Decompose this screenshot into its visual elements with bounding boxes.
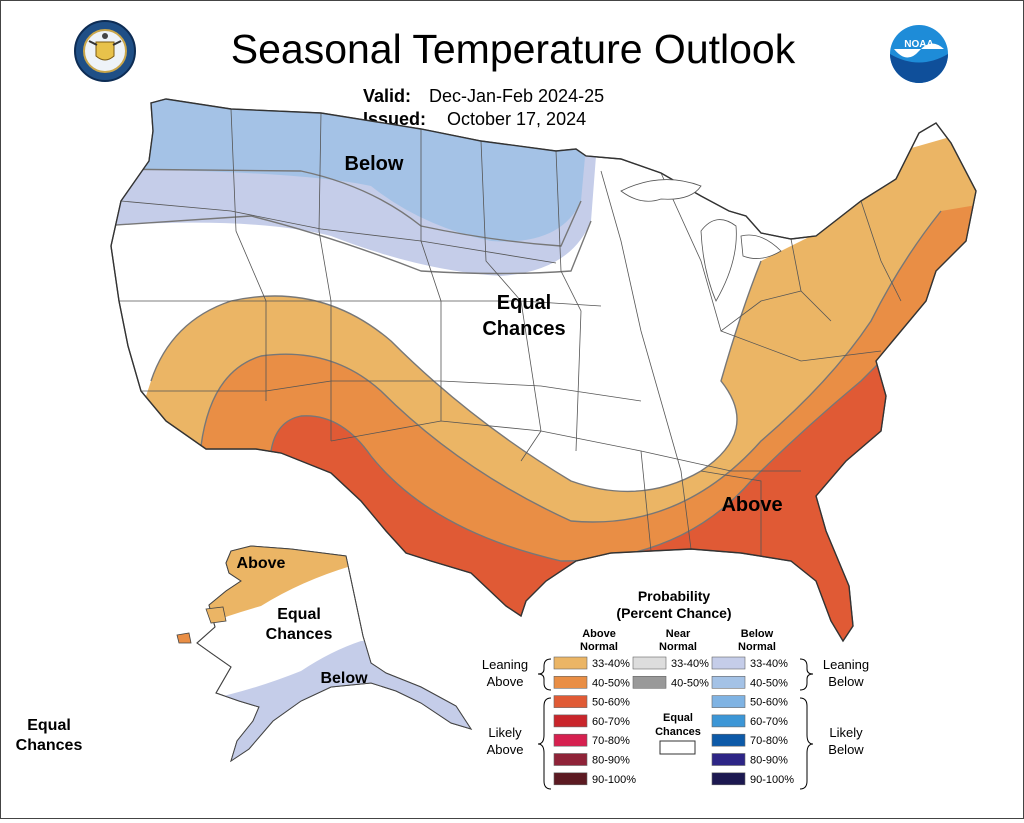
great-lakes	[620, 179, 782, 302]
legend-swatch-below-80-90	[711, 753, 746, 766]
label-chances-alaska: Chances	[266, 626, 333, 643]
legend-equal-2: Chances	[655, 726, 701, 738]
legend-label-near-33-40: 33-40%	[671, 658, 709, 670]
legend-swatch-below-33-40	[711, 656, 746, 670]
legend-swatch-below-50-60	[711, 695, 746, 708]
label-chances-hawaii: Chances	[16, 737, 83, 754]
legend-swatch-above-80-90	[553, 753, 588, 766]
ak-above-region	[201, 546, 351, 626]
legend-swatch-above-90-100	[553, 772, 588, 786]
noaa-logo-icon: NOAA	[890, 25, 948, 83]
legend-label-below-80-90: 80-90%	[750, 755, 788, 767]
legend-equal-1: Equal	[663, 712, 693, 724]
legend-equal-swatch	[659, 740, 696, 755]
legend-below-column: 33-40% 40-50% 50-60% 60-70% 70-80% 80-90% 90-1…	[711, 656, 794, 786]
legend-swatch-above-60-70	[553, 714, 588, 728]
legend-col-near-1: Near	[666, 628, 691, 640]
legend-swatch-below-90-100	[711, 772, 746, 786]
legend-col-near-2: Normal	[659, 641, 697, 653]
label-below-alaska: Below	[320, 670, 368, 687]
legend-col-above-2: Normal	[580, 641, 618, 653]
label-below-conus: Below	[345, 153, 404, 175]
legend-label-above-80-90: 80-90%	[592, 755, 630, 767]
alaska-map	[176, 545, 473, 763]
legend-swatch-above-50-60	[553, 695, 588, 708]
probability-legend: Probability (Percent Chance) Above Norma…	[482, 588, 869, 790]
legend-label-below-70-80: 70-80%	[750, 735, 788, 747]
legend-col-below-1: Below	[741, 628, 774, 640]
legend-col-below-2: Normal	[738, 641, 776, 653]
valid-value: Dec-Jan-Feb 2024-25	[429, 86, 604, 106]
legend-swatch-near-33-40	[632, 656, 667, 670]
legend-above-column: 33-40% 40-50% 50-60% 60-70% 70-80% 80-90% 90-1…	[553, 656, 636, 786]
legend-swatch-below-40-50	[711, 675, 746, 689]
legend-swatch-above-70-80	[553, 733, 588, 747]
legend-near-column: 33-40% 40-50%	[632, 656, 709, 689]
commerce-seal-icon	[74, 20, 136, 82]
legend-likely-below-2: Below	[828, 742, 864, 757]
legend-label-below-90-100: 90-100%	[750, 774, 794, 786]
legend-label-below-33-40: 33-40%	[750, 658, 788, 670]
legend-leaning-above-1: Leaning	[482, 657, 528, 672]
legend-label-above-60-70: 60-70%	[592, 716, 630, 728]
legend-swatch-below-70-80	[711, 733, 746, 747]
legend-label-above-90-100: 90-100%	[592, 774, 636, 786]
legend-leaning-below-2: Below	[828, 674, 864, 689]
legend-swatch-above-40-50	[553, 675, 588, 689]
label-equal-hawaii: Equal	[27, 717, 71, 734]
legend-label-above-50-60: 50-60%	[592, 697, 630, 709]
legend-title-1: Probability	[638, 588, 711, 604]
label-above-alaska: Above	[237, 555, 286, 572]
label-chances-conus: Chances	[482, 318, 565, 340]
legend-likely-below-1: Likely	[829, 725, 863, 740]
map-title: Seasonal Temperature Outlook	[231, 26, 796, 72]
label-equal-conus: Equal	[497, 292, 551, 314]
noaa-logo-text: NOAA	[904, 39, 933, 50]
legend-label-near-40-50: 40-50%	[671, 677, 709, 689]
legend-col-above-1: Above	[582, 628, 616, 640]
issued-value: October 17, 2024	[447, 109, 586, 129]
legend-label-above-40-50: 40-50%	[592, 677, 630, 689]
legend-leaning-below-1: Leaning	[823, 657, 869, 672]
legend-swatch-near-40-50	[632, 675, 667, 689]
valid-label: Valid:	[363, 86, 411, 106]
legend-title-2: (Percent Chance)	[616, 605, 731, 621]
legend-label-above-33-40: 33-40%	[592, 658, 630, 670]
legend-swatch-above-33-40	[553, 656, 588, 670]
legend-label-below-40-50: 40-50%	[750, 677, 788, 689]
legend-likely-above-1: Likely	[488, 725, 522, 740]
legend-swatch-below-60-70	[711, 714, 746, 728]
legend-label-above-70-80: 70-80%	[592, 735, 630, 747]
legend-leaning-above-2: Above	[487, 674, 524, 689]
label-equal-alaska: Equal	[277, 606, 321, 623]
legend-label-below-60-70: 60-70%	[750, 716, 788, 728]
legend-label-below-50-60: 50-60%	[750, 697, 788, 709]
label-above-conus: Above	[721, 494, 782, 516]
legend-likely-above-2: Above	[487, 742, 524, 757]
